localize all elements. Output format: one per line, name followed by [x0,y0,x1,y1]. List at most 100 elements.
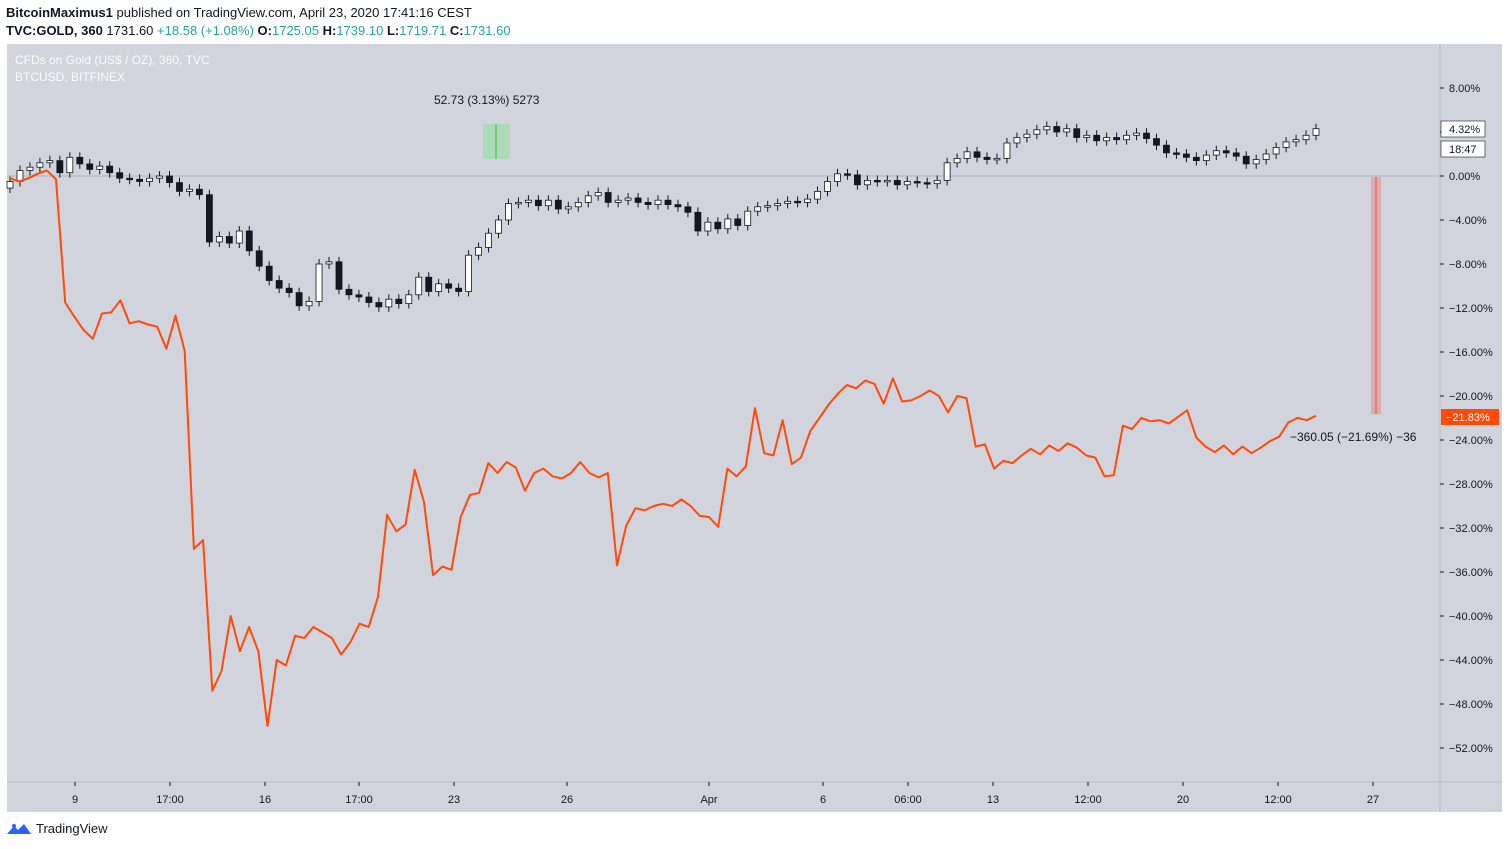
gold-candle-body [784,200,792,204]
gold-candle-body [614,199,622,203]
y-tick-label: −40.00% [1449,611,1493,623]
gold-candle-body [724,218,732,230]
gold-candle-body [6,181,14,189]
gold-candle-body [844,173,851,176]
gold-candle-body [684,206,692,213]
gold-candle-body [1222,150,1230,154]
gold-candle-body [1053,126,1061,133]
y-tick-label: 0.00% [1449,171,1480,183]
symbol-label[interactable]: TVC:GOLD, 360 [6,23,103,38]
gold-candle-body [1073,128,1081,138]
x-tick-label: 23 [448,794,460,806]
gold-candle-body [923,182,931,185]
x-tick-label: Apr [700,794,717,806]
gold-candle-body [345,288,353,296]
y-tick-label: −32.00% [1449,523,1493,535]
ohlc-line: TVC:GOLD, 360 1731.60 +18.58 (+1.08%) O:… [6,22,511,40]
gold-candle-body [525,199,532,203]
legend-compare[interactable]: BTCUSD, BITFINEX [15,70,125,84]
gold-candle-body [564,206,572,210]
x-tick-labels: 9 17:00 16 17:00 23 26 Apr 6 06:00 13 12:00 20 12:00… [72,782,1379,806]
gold-candle-body [255,250,263,267]
gold-candle-body [654,199,662,205]
gold-candle-body [166,175,173,183]
x-tick-label: 16 [259,794,271,806]
open-value: 1725.05 [271,23,319,38]
gold-candle-body [594,192,602,197]
high-label: H: [322,23,337,38]
author-name[interactable]: BitcoinMaximus1 [6,5,113,20]
y-tick-label: −8.00% [1449,259,1487,271]
gold-candle-body [704,221,712,232]
tradingview-brand: TradingView [36,821,108,836]
gold-candle-body [405,294,413,304]
gold-candle-body [604,192,612,203]
last-price: 1731.60 [106,23,154,38]
price-labels: 4.32% 18:47 −21.83% [1440,120,1499,425]
gold-candle-body [754,206,762,212]
publish-info: published on TradingView.com, April 23, … [116,5,472,20]
gold-candle-body [176,182,183,192]
gold-candle-body [1312,128,1320,136]
y-tick-label: −28.00% [1449,479,1493,491]
x-tick-label: 13 [987,794,999,806]
gold-candle-body [1282,141,1290,148]
y-tick-label: −24.00% [1449,435,1493,447]
price-change: +18.58 (+1.08%) [157,23,254,38]
gold-candle-body [36,162,44,168]
gold-candle-body [1033,129,1041,135]
x-tick-label: 17:00 [156,794,184,806]
gold-candle-body [554,199,562,210]
gold-candle-body [1302,134,1310,141]
gold-candle-body [235,230,243,244]
gold-candle-body [285,287,293,294]
gold-candle-body [126,177,134,181]
gold-candle-body [485,232,492,248]
time-axis[interactable] [7,782,1502,812]
gold-candle-body [1043,126,1051,131]
gold-candle-body [375,302,383,308]
close-value: 1731.60 [463,23,511,38]
btc-line-group [9,169,1317,727]
high-value: 1739.10 [336,23,384,38]
gold-candle-body [1133,132,1140,136]
gold-candle-body [215,236,223,243]
y-tick-label: −20.00% [1449,391,1493,403]
x-tick-label: 20 [1177,794,1189,806]
legend-main[interactable]: CFDs on Gold (US$ / OZ), 360, TVC [15,53,210,67]
gold-candle-body [883,179,891,183]
gold-candle-body [744,210,752,226]
gold-candle-body [116,172,124,179]
btc-line [9,169,1317,727]
gold-candle-body [335,261,343,290]
x-tick-label: 06:00 [894,794,922,806]
gold-last-label-box [1440,120,1486,138]
publish-line: BitcoinMaximus1 published on TradingView… [6,4,511,22]
low-label: L: [386,23,400,38]
gold-candle-body [395,298,403,305]
gold-candle-body [86,163,94,170]
measure-tools[interactable]: 52.73 (3.13%) 5273 −360.05 (−21.69%) −36 [434,93,1417,444]
y-tick-label: −52.00% [1449,743,1493,755]
gold-candle-body [794,200,801,204]
countdown-label-box [1440,140,1486,158]
gold-candle-body [515,201,522,205]
y-tick-label: −12.00% [1449,303,1493,315]
gold-candle-body [355,294,363,298]
gold-candle-body [1192,156,1200,162]
gold-candle-body [584,195,592,203]
plot-area[interactable] [7,44,1440,782]
gold-candle-body [1182,153,1190,158]
gold-candle-body [445,283,453,289]
gold-candle-body [1232,152,1240,157]
gold-candle-body [674,204,682,208]
x-tick-label: 12:00 [1264,794,1292,806]
tradingview-logo[interactable]: TradingView [6,821,108,836]
gold-candle-body [26,166,34,171]
gold-candles [6,121,1320,312]
gold-candle-body [714,221,722,230]
gold-candle-body [325,261,333,265]
gold-candle-body [205,194,213,243]
gold-candle-body [913,181,921,184]
